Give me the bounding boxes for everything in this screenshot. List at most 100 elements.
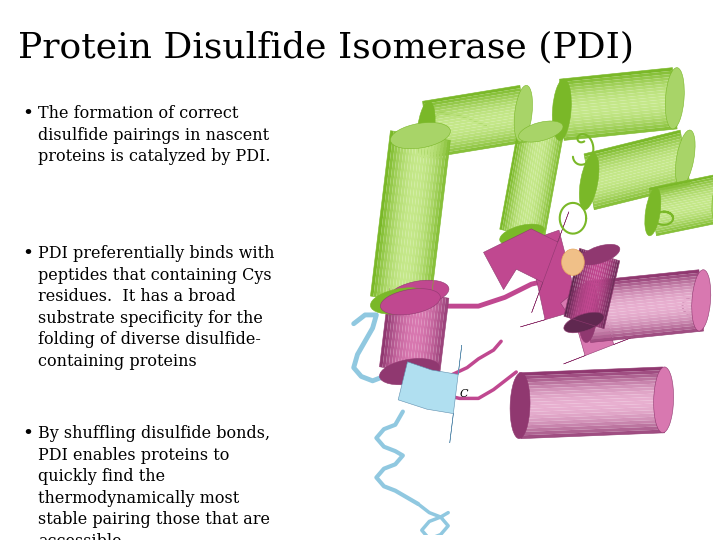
Polygon shape [576, 252, 594, 321]
Polygon shape [655, 215, 720, 231]
Polygon shape [588, 300, 701, 315]
Polygon shape [593, 180, 690, 207]
Polygon shape [589, 313, 703, 327]
Polygon shape [542, 137, 563, 240]
Text: C: C [459, 389, 467, 399]
Polygon shape [521, 416, 665, 426]
Polygon shape [500, 126, 521, 230]
Polygon shape [397, 135, 420, 301]
Polygon shape [586, 141, 683, 168]
Polygon shape [578, 253, 595, 321]
Ellipse shape [665, 68, 684, 129]
Polygon shape [426, 117, 524, 135]
Polygon shape [560, 77, 673, 91]
Polygon shape [521, 230, 603, 327]
Polygon shape [590, 316, 703, 330]
Ellipse shape [510, 373, 530, 438]
Polygon shape [392, 134, 415, 300]
Polygon shape [423, 85, 521, 104]
Polygon shape [589, 156, 685, 182]
Polygon shape [519, 370, 663, 380]
Polygon shape [590, 328, 703, 342]
Polygon shape [522, 132, 543, 235]
Polygon shape [426, 111, 523, 130]
Polygon shape [562, 102, 675, 116]
Ellipse shape [379, 359, 439, 385]
Polygon shape [418, 295, 431, 374]
Ellipse shape [514, 85, 533, 142]
Polygon shape [520, 387, 663, 396]
Polygon shape [584, 254, 602, 323]
Polygon shape [382, 133, 405, 299]
Polygon shape [582, 254, 600, 322]
Polygon shape [588, 291, 701, 306]
Polygon shape [413, 138, 436, 303]
Polygon shape [395, 291, 407, 370]
Polygon shape [649, 174, 716, 191]
Polygon shape [426, 108, 523, 127]
Polygon shape [424, 296, 437, 375]
Polygon shape [413, 294, 425, 373]
Polygon shape [560, 80, 674, 94]
Polygon shape [423, 91, 521, 110]
Polygon shape [560, 74, 673, 89]
Polygon shape [654, 210, 720, 226]
Polygon shape [574, 252, 592, 320]
Polygon shape [418, 139, 441, 305]
Ellipse shape [654, 367, 674, 433]
Polygon shape [424, 139, 447, 305]
Polygon shape [428, 296, 440, 375]
Polygon shape [385, 289, 398, 368]
Polygon shape [652, 193, 719, 210]
Polygon shape [415, 294, 428, 373]
Polygon shape [587, 144, 683, 171]
Polygon shape [589, 309, 702, 324]
Polygon shape [535, 135, 557, 239]
Polygon shape [562, 95, 675, 110]
Polygon shape [403, 292, 416, 371]
Polygon shape [528, 133, 549, 237]
Ellipse shape [645, 188, 661, 236]
Polygon shape [655, 212, 720, 228]
Polygon shape [588, 150, 684, 176]
Ellipse shape [518, 121, 563, 142]
Polygon shape [423, 94, 521, 112]
Polygon shape [592, 175, 689, 201]
Ellipse shape [389, 280, 449, 307]
Polygon shape [652, 191, 719, 207]
Polygon shape [592, 172, 688, 199]
Polygon shape [521, 410, 664, 419]
Polygon shape [397, 292, 410, 370]
Polygon shape [540, 136, 561, 240]
Ellipse shape [562, 249, 585, 275]
Polygon shape [656, 220, 720, 236]
Polygon shape [429, 139, 527, 158]
Polygon shape [570, 250, 588, 319]
Polygon shape [533, 134, 554, 238]
Polygon shape [520, 383, 663, 393]
Polygon shape [425, 105, 523, 124]
Ellipse shape [580, 154, 599, 210]
Polygon shape [586, 273, 699, 287]
Polygon shape [521, 413, 664, 422]
Polygon shape [421, 139, 444, 305]
Polygon shape [521, 407, 664, 416]
Polygon shape [410, 137, 433, 303]
Polygon shape [406, 137, 429, 302]
Polygon shape [379, 132, 402, 298]
Polygon shape [652, 188, 719, 205]
Polygon shape [371, 131, 393, 296]
Polygon shape [590, 325, 703, 340]
Polygon shape [588, 294, 701, 309]
Polygon shape [428, 128, 526, 146]
Text: Protein Disulfide Isomerase (PDI): Protein Disulfide Isomerase (PDI) [18, 30, 634, 64]
Polygon shape [520, 131, 541, 235]
Ellipse shape [580, 244, 620, 265]
Polygon shape [651, 184, 718, 200]
Polygon shape [415, 138, 438, 304]
Polygon shape [596, 258, 613, 327]
Polygon shape [506, 127, 528, 232]
Polygon shape [521, 429, 665, 438]
Polygon shape [561, 89, 675, 104]
Polygon shape [563, 117, 676, 131]
